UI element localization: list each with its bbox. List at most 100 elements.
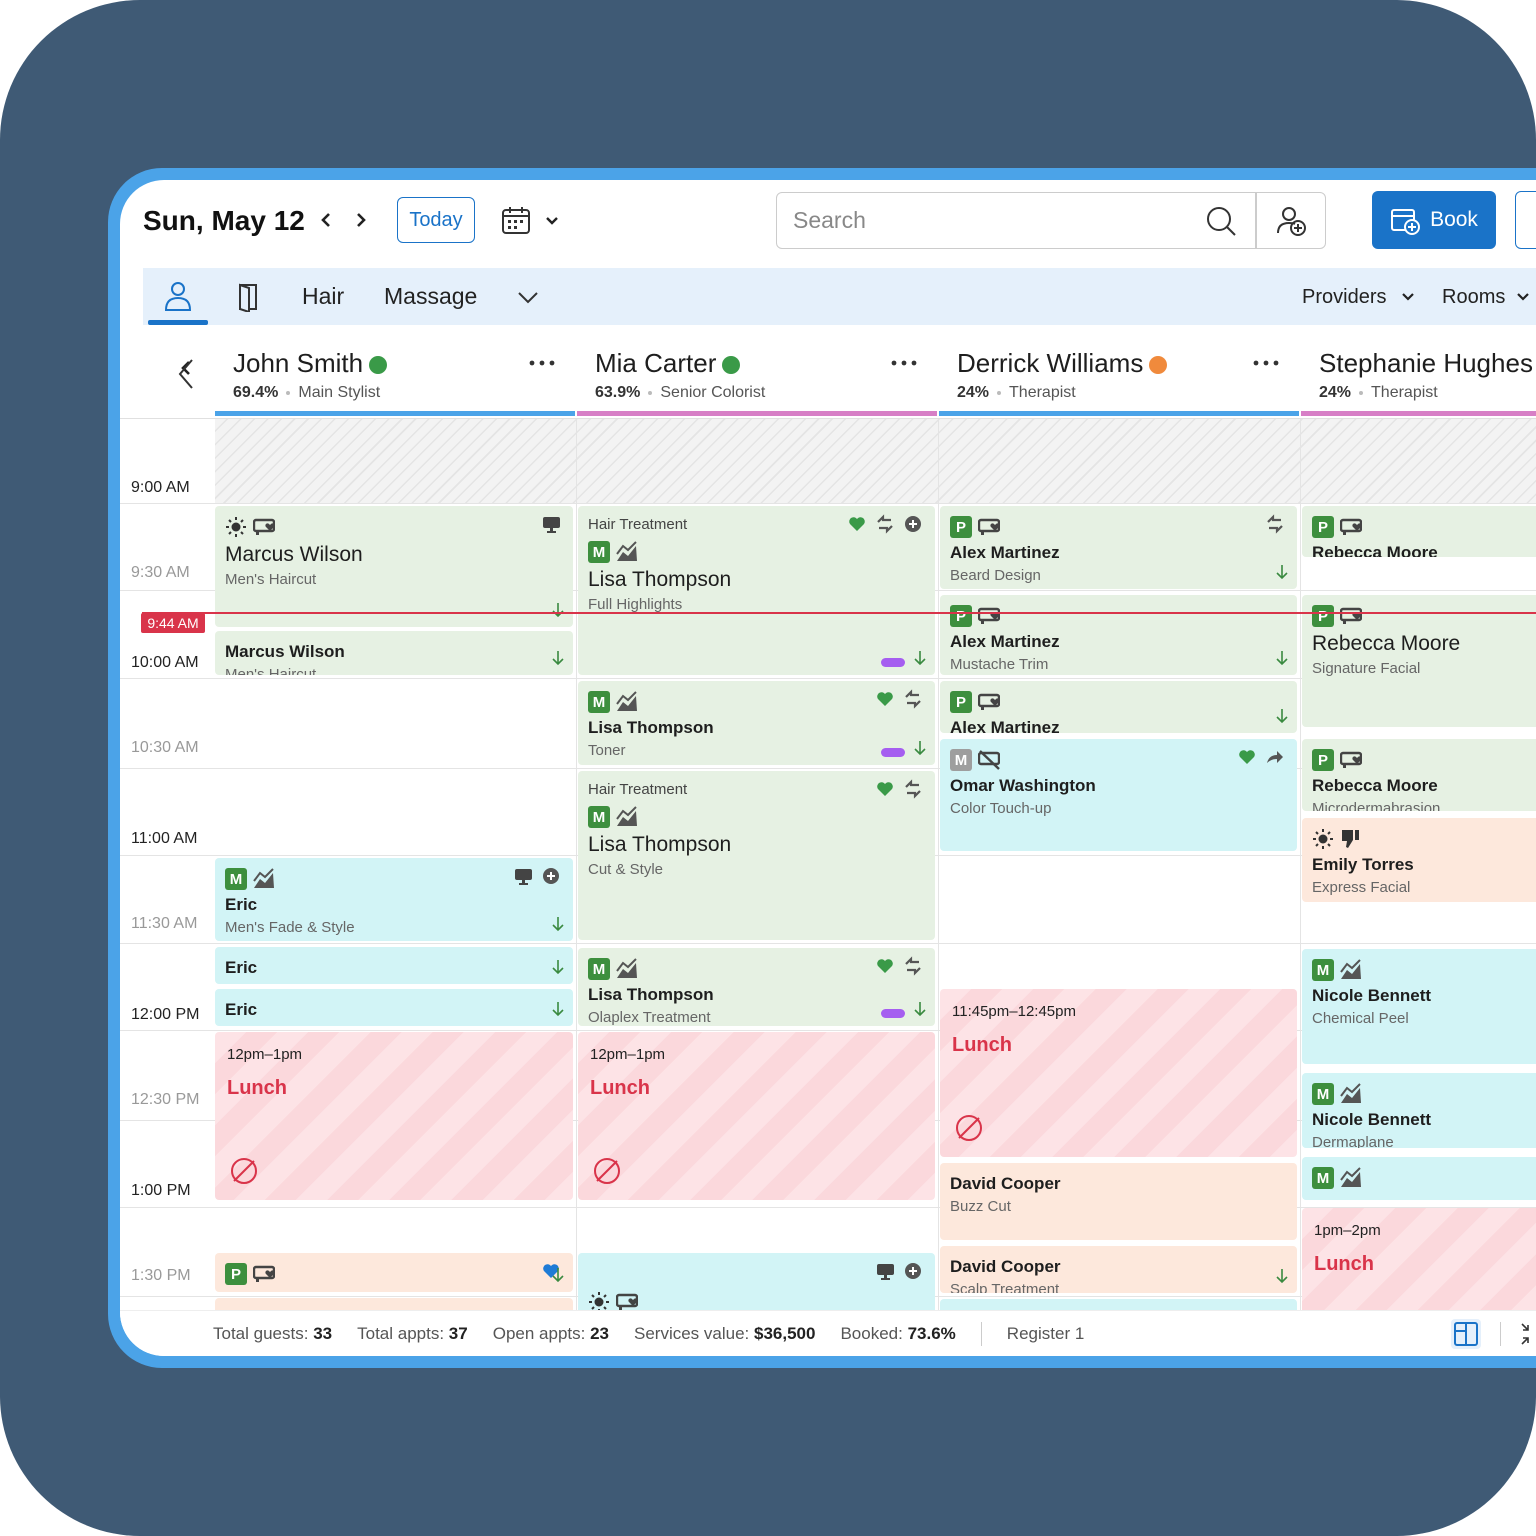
icon-car — [616, 1293, 638, 1310]
appointment-card[interactable]: P Alex Martinez Mustache Trim — [940, 595, 1297, 675]
appointment-card[interactable]: P Rebecca Moore — [1302, 506, 1536, 557]
provider-color-bar — [577, 411, 937, 416]
current-time-badge: 9:44 AM — [141, 613, 205, 633]
appointment-card[interactable]: M — [1302, 1157, 1536, 1200]
provider-menu[interactable] — [1253, 355, 1279, 366]
appointment-card[interactable]: M Lisa Thompson Toner — [578, 681, 935, 765]
appointment-card[interactable]: Hair Treatment M Lisa Thompson Cut & Style — [578, 771, 935, 940]
status-dot — [369, 356, 388, 374]
time-label: 1:30 PM — [131, 1267, 191, 1285]
lunch-block[interactable]: 12pm–1pm Lunch — [578, 1032, 935, 1200]
room-tab-icon[interactable] — [236, 282, 262, 314]
appointment-card[interactable]: M Lisa Thompson Olaplex Treatment — [578, 948, 935, 1026]
icon-car — [978, 518, 1000, 535]
appointment-card[interactable]: Hair Treatment M Lisa Thompson Full Highlig… — [578, 506, 935, 675]
icon-row: M — [588, 689, 925, 715]
more-button[interactable] — [1515, 191, 1536, 249]
status-dot — [722, 356, 741, 374]
scheduler-screen: Sun, May 12 Today Search Book Hair Massage Pro… — [120, 180, 1536, 1356]
chevron[interactable] — [318, 212, 334, 228]
tab[interactable]: Hair — [302, 283, 345, 310]
row-line — [120, 1207, 1536, 1208]
add-client-icon[interactable] — [1275, 205, 1307, 237]
icon-row: P — [950, 689, 1287, 715]
appointment-card[interactable]: David Cooper Scalp Treatment — [940, 1246, 1297, 1293]
today-button[interactable]: Today — [397, 197, 475, 243]
separator-dot — [997, 391, 1002, 395]
collapse-icon[interactable] — [1520, 1322, 1536, 1346]
chevron[interactable] — [1515, 289, 1531, 305]
provider-color-bar — [1301, 411, 1536, 416]
chevron[interactable] — [353, 212, 369, 228]
lunch-time: 12pm–1pm — [227, 1046, 303, 1063]
provider-booked-pct: 24% — [1319, 384, 1352, 401]
appointment-card[interactable]: M Eric Men's Fade & Style — [215, 858, 573, 941]
appointment-card[interactable]: M Nicole Bennett Dermaplane — [1302, 1073, 1536, 1148]
appointment-card[interactable]: Eric — [215, 947, 573, 984]
prev-provider[interactable] — [176, 358, 200, 390]
filter[interactable]: Rooms — [1442, 286, 1506, 308]
provider-menu[interactable] — [529, 355, 555, 366]
icon-chart — [253, 868, 274, 888]
icon-chart — [1340, 959, 1361, 979]
chevron[interactable] — [1400, 289, 1416, 305]
chevron[interactable] — [544, 213, 560, 229]
active-tab-underline — [148, 320, 208, 325]
icon-swap — [905, 779, 921, 799]
tabs-chevron[interactable] — [516, 286, 540, 308]
no-booking-icon — [592, 1156, 622, 1191]
appointment-card[interactable]: Marcus Wilson Men's Haircut — [215, 631, 573, 675]
service-category: Hair Treatment — [588, 781, 688, 798]
chevron[interactable] — [178, 360, 194, 376]
book-button[interactable]: Book — [1372, 191, 1496, 249]
column-line — [1300, 419, 1301, 1319]
lunch-block[interactable]: 12pm–1pm Lunch — [215, 1032, 573, 1200]
status-icons — [847, 514, 925, 536]
client-name: Nicole Bennett — [1312, 986, 1432, 1005]
icon-row: P — [950, 603, 1287, 629]
appointment-card[interactable]: M Nicole Bennett Chemical Peel — [1302, 949, 1536, 1064]
service-category: Hair Treatment — [588, 516, 688, 533]
time-label: 9:30 AM — [131, 564, 190, 582]
status-icons — [875, 779, 925, 801]
appointment-card[interactable]: David Cooper Buzz Cut — [940, 1163, 1297, 1240]
appointment-card[interactable]: P Rebecca Moore Signature Facial — [1302, 595, 1536, 727]
search-icon[interactable] — [1205, 205, 1237, 237]
icon-chart — [616, 691, 637, 711]
search-divider — [1255, 193, 1257, 248]
calendar-icon[interactable] — [501, 205, 531, 235]
appointment-card[interactable]: P Alex Martinez Beard Design — [940, 506, 1297, 589]
search-box[interactable] — [776, 192, 1326, 249]
client-name: Eric — [225, 958, 258, 977]
icon-heart — [877, 692, 893, 706]
appointment-card[interactable]: P Alex Martinez — [940, 681, 1297, 733]
appointment-card[interactable]: Eric — [215, 989, 573, 1026]
lunch-label: Lunch — [1314, 1253, 1374, 1275]
tag-pill — [881, 658, 905, 667]
provider-name: Mia Carter — [595, 347, 717, 378]
filter[interactable]: Providers — [1302, 286, 1387, 308]
tab[interactable]: Massage — [384, 283, 478, 310]
appointment-card[interactable]: P Rebecca Moore Microdermabrasion — [1302, 739, 1536, 811]
lunch-block[interactable]: 11:45pm–12:45pm Lunch — [940, 989, 1297, 1157]
stat: Total guests: 33 — [213, 1324, 332, 1344]
layout-toggle[interactable] — [1451, 1319, 1481, 1349]
appointment-card[interactable]: M Omar Washington Color Touch-up — [940, 739, 1297, 851]
provider-tab-icon[interactable] — [162, 280, 194, 312]
icon-row: M — [950, 747, 1287, 773]
appointment-card[interactable]: Emily Torres Express Facial — [1302, 818, 1536, 902]
register[interactable]: Register 1 — [1006, 1324, 1085, 1343]
appointment-card[interactable]: P — [215, 1253, 573, 1292]
provider-menu[interactable] — [891, 355, 917, 366]
provider-name-row: Stephanie Hughes — [1319, 345, 1536, 381]
provider-subline: 24% Therapist — [1319, 381, 1536, 405]
status-icons — [875, 956, 925, 978]
membership-badge: M — [950, 749, 972, 771]
no-booking-icon — [229, 1156, 259, 1191]
tab-bar — [143, 268, 1536, 325]
service-name: Cut & Style — [588, 861, 664, 878]
icon-chart — [616, 958, 637, 978]
appointment-card[interactable]: Marcus Wilson Men's Haircut — [215, 506, 573, 627]
icon-share — [1267, 751, 1283, 763]
stat-value: 37 — [448, 1324, 468, 1343]
